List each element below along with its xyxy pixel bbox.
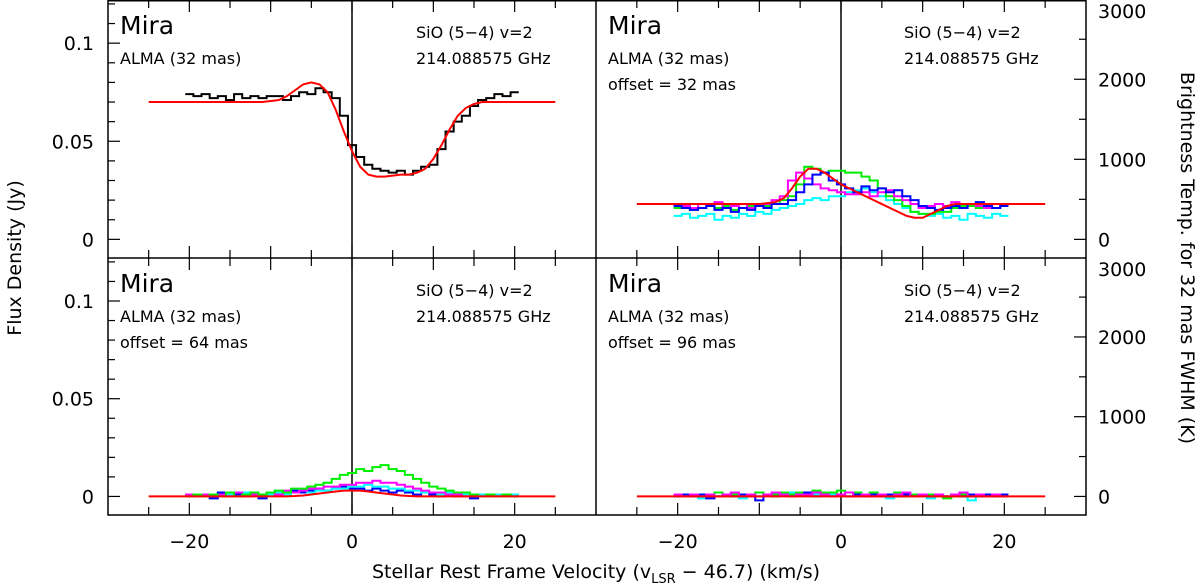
x-axis-label-tail: − 46.7) (km/s) [676,561,820,583]
model-spectrum [148,489,556,498]
panel-line-label: SiO (5−4) v=2 [416,281,533,300]
x-axis-label-main: Stellar Rest Frame Velocity (v [372,561,651,583]
observed-spectrum-green [673,165,1009,215]
panel-offset-label: offset = 32 mas [608,75,736,94]
panel-instrument-label: ALMA (32 mas) [120,49,241,68]
panel-line-label: SiO (5−4) v=2 [904,281,1021,300]
panel-line-label: SiO (5−4) v=2 [904,23,1021,42]
panel-offset-label: offset = 64 mas [120,333,248,352]
y-right-tick-label: 2000 [1098,69,1146,91]
observed-spectrum-cyan [673,187,1009,221]
y-tick-label: 0.05 [52,389,94,411]
x-axis-label: Stellar Rest Frame Velocity (vLSR − 46.7… [372,561,820,586]
y-right-tick-label: 3000 [1098,1,1146,23]
panel-frequency-label: 214.088575 GHz [416,307,551,326]
panel-star-label: Mira [120,269,174,298]
panel-instrument-label: ALMA (32 mas) [120,307,241,326]
y-tick-label: 0.1 [64,291,94,313]
y-right-tick-label: 2000 [1098,327,1146,349]
x-tick-label: 0 [346,531,358,553]
observed-spectrum-black [185,87,519,176]
panel-offset-label: offset = 96 mas [608,333,736,352]
panel-star-label: Mira [120,11,174,40]
x-tick-label: 20 [503,531,527,553]
model-spectrum [636,167,1046,219]
panel-instrument-label: ALMA (32 mas) [608,49,729,68]
panel-frequency-label: 214.088575 GHz [904,307,1039,326]
y-right-tick-label: 0 [1098,229,1110,251]
observed-spectrum-blue [673,171,1009,213]
x-tick-label: 20 [992,531,1016,553]
x-tick-label: −20 [658,531,698,553]
y-right-tick-label: 3000 [1098,259,1146,281]
x-tick-label: −20 [169,531,209,553]
model-spectrum [148,81,556,178]
y-axis-right-label: Brightness Temp. for 32 mas FWHM (K) [1176,72,1198,444]
panel-frequency-label: 214.088575 GHz [904,49,1039,68]
panel-line-label: SiO (5−4) v=2 [416,23,533,42]
y-tick-label: 0 [82,229,94,251]
panel-frequency-label: 214.088575 GHz [416,49,551,68]
y-tick-label: 0 [82,486,94,508]
panel-star-label: Mira [608,269,662,298]
observed-spectrum-magenta [673,491,1009,498]
x-tick-label: 0 [835,531,847,553]
y-right-tick-label: 1000 [1098,407,1146,429]
panel-instrument-label: ALMA (32 mas) [608,307,729,326]
panel-star-label: Mira [608,11,662,40]
y-axis-label: Flux Density (Jy) [4,180,26,335]
y-tick-label: 0.1 [64,33,94,55]
x-axis-label-sub: LSR [651,572,676,586]
y-right-tick-label: 0 [1098,486,1110,508]
y-right-tick-label: 1000 [1098,149,1146,171]
y-tick-label: 0.05 [52,131,94,153]
